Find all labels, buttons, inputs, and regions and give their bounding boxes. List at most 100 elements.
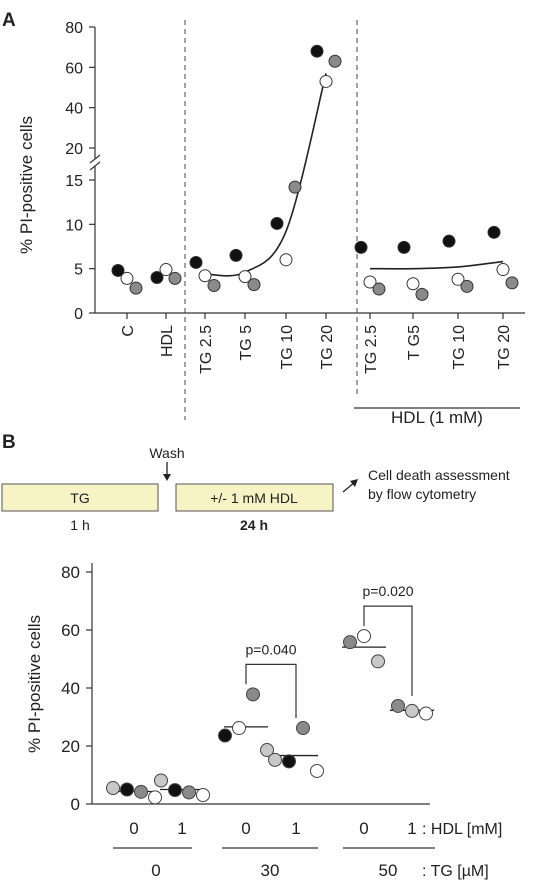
data-point [406,277,420,291]
data-point [487,225,501,239]
data-point [238,270,252,284]
hdl-time-label: 24 h [240,517,268,533]
panel-b-means [112,646,434,793]
data-point [182,785,196,800]
y-tick-label: 5 [74,262,83,279]
x-tick-label: TG 2.5 [198,325,215,374]
x-tick-label: TG 10 [451,325,468,370]
p-value-label: p=0.040 [246,641,297,657]
hdl-tick-label: 0 [241,819,250,838]
data-point [198,269,212,283]
data-point [159,263,173,277]
panel-b-label: B [2,432,16,453]
y-tick-label: 0 [74,306,83,323]
p-value-label: p=0.020 [363,583,414,599]
hdl-tick-label: 1 [177,819,186,838]
data-point [442,234,456,248]
data-point [505,276,519,290]
assessment-line-1: Cell death assessment [368,467,510,483]
data-point [189,255,203,269]
data-point [296,721,310,736]
data-point [451,272,465,286]
panel-b-p-values: p=0.040 p=0.020 [245,583,414,719]
data-point [405,703,419,718]
data-point [148,790,162,805]
data-point [207,279,221,293]
panel-a-axes [89,20,525,420]
y-tick-label: 15 [65,173,83,190]
x-tick-label: C [120,325,137,337]
data-point [371,654,385,669]
hdl-tick-label: 0 [129,819,138,838]
hdl-tick-label: 1 [291,819,300,838]
data-point [150,271,164,285]
data-point [134,784,148,799]
data-point [310,44,324,58]
wash-arrowhead-icon [163,474,171,481]
data-point [343,635,357,650]
data-point [354,240,368,254]
x-tick-label: HDL [159,325,176,357]
y-tick-label: 80 [61,563,80,582]
tg-tick-label: 0 [151,861,160,880]
data-point [415,287,429,301]
panel-b-y-ticks: 0 20 40 60 80 [61,563,92,814]
data-point [310,763,324,778]
data-point [218,728,232,743]
x-tick-label: TG 2.5 [363,325,380,374]
data-point [232,721,246,736]
y-tick-label: 10 [65,217,83,234]
data-point [229,248,243,262]
data-point [154,773,168,788]
protocol-schematic: TG 1 h Wash +/- 1 mM HDL 24 h Cell death… [1,445,510,533]
x-tick-label: T G5 [406,325,423,360]
y-tick-label: 80 [65,20,83,37]
fit-curve [204,73,327,277]
data-point [419,706,433,721]
data-point [496,263,510,277]
data-point [268,752,282,767]
data-point [106,781,120,796]
y-tick-label: 60 [65,60,83,77]
data-point [196,788,210,803]
data-point [120,782,134,797]
x-tick-label: TG 20 [496,325,513,370]
hdl-box-label: +/- 1 mM HDL [210,490,298,506]
y-tick-label: 40 [65,101,83,118]
panel-a-fit-curves [204,73,504,277]
data-point [460,279,474,293]
data-point [246,687,260,702]
hdl-treatment-box [175,483,334,512]
hdl-tick-label: 1 [407,819,416,838]
data-point [279,253,293,267]
data-point [247,278,261,292]
panel-b-x-labels: 0 1 0 1 0 10 30 50 [113,819,435,880]
data-point [357,629,371,644]
tg-box-label: TG [70,490,89,506]
data-point [129,281,143,295]
y-tick-label: 0 [71,795,80,814]
hdl-axis-label: : HDL [mM] [422,821,502,838]
data-point [319,74,333,88]
panel-a-label: A [2,10,16,31]
fit-curve [369,260,504,270]
y-tick-label: 20 [65,141,83,158]
data-point [391,698,405,713]
x-tick-label: TG 20 [319,325,336,370]
data-point [168,271,182,285]
data-point [270,216,284,230]
panel-a-points [111,44,519,301]
y-tick-label: 60 [61,621,80,640]
data-point [111,263,125,277]
significance-bracket [245,663,297,719]
panel-a-x-labels: C HDL TG 2.5 TG 5 TG 10 TG 20 TG 2.5 T G5 TG 10 T… [120,325,513,374]
axis-break-mark [89,161,101,171]
data-point [328,54,342,68]
tg-time-label: 1 h [70,517,89,533]
wash-label: Wash [149,445,184,461]
panel-b-axes [91,563,430,805]
hdl-group-label: HDL (1 mM) [391,408,483,427]
significance-bracket [363,605,413,696]
x-tick-label: TG 5 [238,325,255,361]
